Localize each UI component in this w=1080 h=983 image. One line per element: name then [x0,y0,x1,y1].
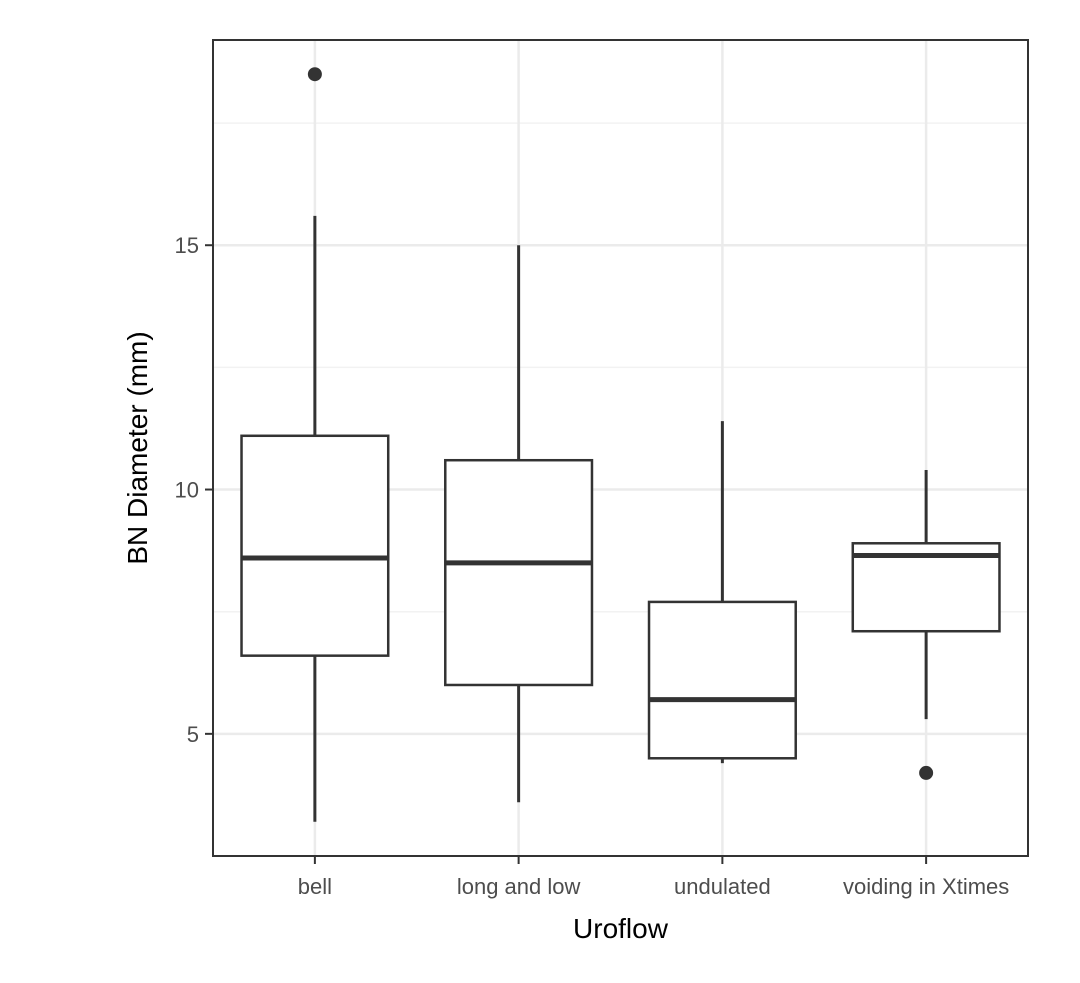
iqr-box [647,600,797,760]
y-tick-label: 10 [175,478,199,503]
box-layer [240,67,1001,822]
iqr-box [240,434,390,657]
x-axis-title: Uroflow [573,913,669,944]
x-tick-label: voiding in Xtimes [843,874,1009,899]
x-tick-label: long and low [457,874,581,899]
axis-layer: 5 10 15 bell long and low undulated voiding in… [175,233,1010,899]
y-tick-label: 5 [187,722,199,747]
outlier-point [307,67,322,82]
plot-panel-border [212,39,1029,857]
box-bell [240,67,390,822]
outlier-point [919,765,934,780]
x-tick-label: bell [298,874,332,899]
box-long-and-low [444,245,594,803]
iqr-box [444,458,594,687]
y-tick-label: 15 [175,233,199,258]
box-voiding-in-xtimes [851,469,1001,780]
x-tick-label: undulated [674,874,771,899]
box-undulated [647,421,797,764]
y-axis-title: BN Diameter (mm) [122,331,153,564]
